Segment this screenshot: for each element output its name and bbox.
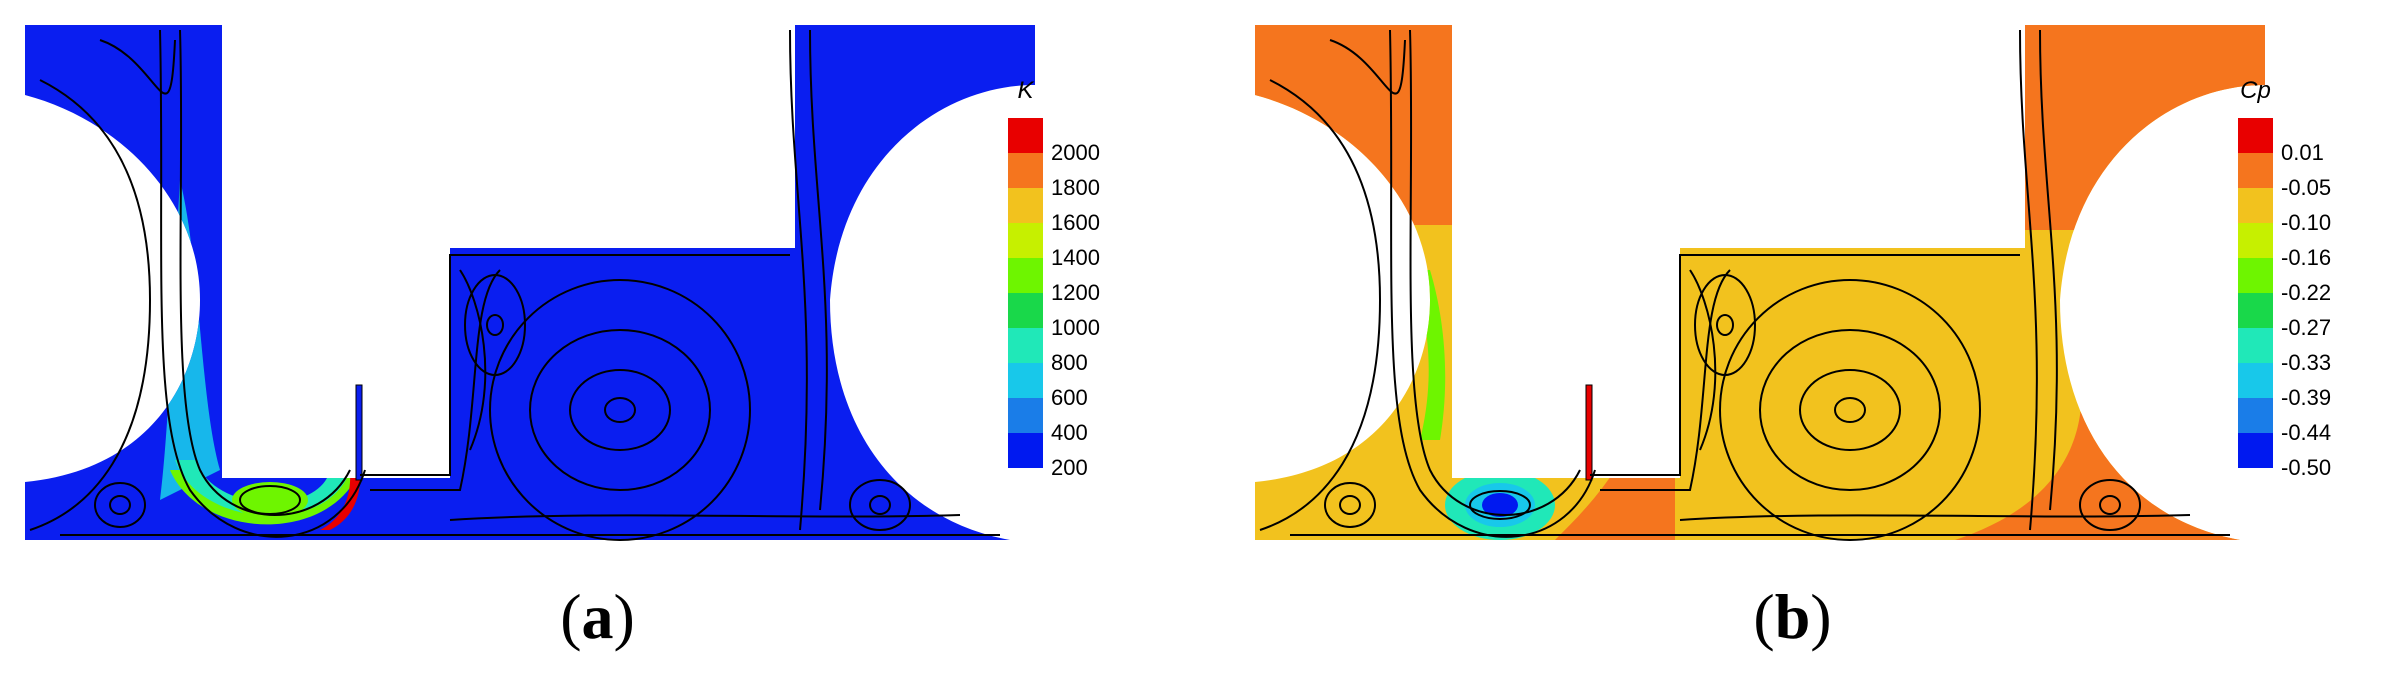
colorbar-swatch: [1008, 153, 1043, 188]
colorbar-swatch: [2238, 398, 2273, 433]
caption-a: (a): [560, 581, 635, 652]
colorbar-title: K: [1017, 77, 1034, 104]
domain-b: [1255, 25, 2265, 540]
colorbar-tick-label: 600: [1051, 385, 1088, 410]
colorbar-tick-label: -0.16: [2281, 245, 2331, 270]
streamlines-b: [1259, 29, 2230, 541]
colorbar-tick-label: -0.10: [2281, 210, 2331, 235]
colorbar-tick-label: -0.27: [2281, 315, 2331, 340]
contour-plot-b: Cp 0.01 -0.05 -0.10 -0.16 -0.22 -0.27 -0.33 -0.3…: [1255, 25, 2331, 541]
colorbar-swatch: [1008, 223, 1043, 258]
colorbar-swatch: [2238, 153, 2273, 188]
colorbar-swatch: [2238, 293, 2273, 328]
colorbar-a: K 2000 1800 1600 1400 1200 1000 800 600 400 200: [1008, 77, 1100, 480]
baffle-a: [355, 384, 363, 481]
panel-b: Cp 0.01 -0.05 -0.10 -0.16 -0.22 -0.27 -0.33 -0.3…: [1195, 0, 2390, 673]
colorbar-tick-label: 1000: [1051, 315, 1100, 340]
colorbar-swatch: [1008, 328, 1043, 363]
colorbar-swatch: [1008, 433, 1043, 468]
colorbar-swatch: [2238, 433, 2273, 468]
colorbar-swatch: [1008, 398, 1043, 433]
k-region-vortex: [232, 482, 308, 518]
colorbar-tick-label: 800: [1051, 350, 1088, 375]
colorbar-tick-label: -0.39: [2281, 385, 2331, 410]
colorbar-swatch: [2238, 363, 2273, 398]
streamlines-a: [29, 29, 1000, 541]
colorbar-swatch: [1008, 293, 1043, 328]
colorbar-swatch: [2238, 328, 2273, 363]
colorbar-tick-label: -0.22: [2281, 280, 2331, 305]
colorbar-tick-label: 400: [1051, 420, 1088, 445]
cp-region-left-green: [1410, 270, 1446, 440]
k-region-green: [170, 470, 360, 525]
colorbar-tick-label: -0.05: [2281, 175, 2331, 200]
colorbar-title: Cp: [2240, 77, 2271, 104]
colorbar-swatch: [1008, 118, 1043, 153]
colorbar-tick-label: -0.44: [2281, 420, 2331, 445]
colorbar-tick-label: 1400: [1051, 245, 1100, 270]
colorbar-tick-label: 0.01: [2281, 140, 2324, 165]
colorbar-swatch: [1008, 188, 1043, 223]
colorbar-swatch: [2238, 223, 2273, 258]
colorbar-b: Cp 0.01 -0.05 -0.10 -0.16 -0.22 -0.27 -0.33 -0.3…: [2238, 77, 2331, 480]
cp-region-center-low: [1555, 470, 1675, 540]
colorbar-swatch: [2238, 258, 2273, 293]
colorbar-tick-label: 2000: [1051, 140, 1100, 165]
k-region-red: [320, 470, 361, 530]
panel-a: K 2000 1800 1600 1400 1200 1000 800 600 400 200 (a…: [25, 25, 1100, 652]
domain-a: [25, 25, 1035, 540]
colorbar-tick-label: 200: [1051, 455, 1088, 480]
colorbar-tick-label: 1200: [1051, 280, 1100, 305]
colorbar-swatch: [1008, 258, 1043, 293]
cp-region-top-right: [2025, 25, 2265, 230]
cp-region-top-left: [1255, 25, 1452, 225]
cp-region-vortex-inner: [1482, 493, 1518, 517]
colorbar-swatch: [2238, 118, 2273, 153]
colorbar-tick-label: -0.33: [2281, 350, 2331, 375]
colorbar-swatch: [1008, 363, 1043, 398]
contour-plot-a: K 2000 1800 1600 1400 1200 1000 800 600 400 200: [25, 25, 1100, 541]
colorbar-swatch: [2238, 188, 2273, 223]
colorbar-tick-label: 1600: [1051, 210, 1100, 235]
caption-b: (b): [1753, 581, 1832, 652]
colorbar-tick-label: 1800: [1051, 175, 1100, 200]
colorbar-tick-label: -0.50: [2281, 455, 2331, 480]
baffle-b: [1585, 384, 1593, 481]
